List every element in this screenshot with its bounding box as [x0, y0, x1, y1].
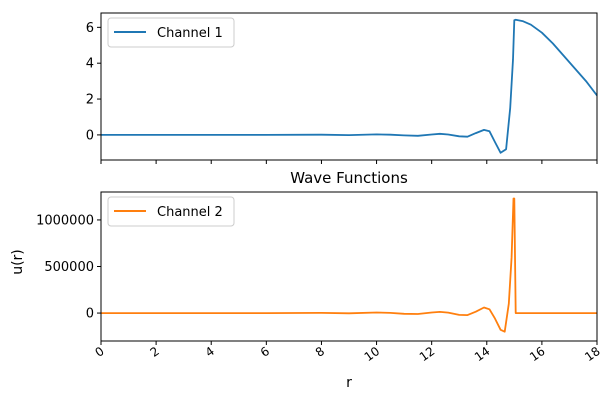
top-axes-frame — [100, 12, 598, 161]
series-line-channel-2 — [101, 197, 597, 333]
bottom-axes-frame — [100, 191, 598, 342]
y-tick-label: 1000000 — [36, 213, 94, 228]
y-tick-label: 0 — [86, 128, 94, 143]
top-y-ticks: 0 2 4 6 — [86, 21, 101, 143]
series-line-channel-1 — [101, 18, 598, 154]
y-tick-label: 6 — [86, 21, 94, 36]
channel-2-legend-label: Channel 2 — [157, 205, 223, 220]
y-axis-label: u(r) — [10, 249, 26, 275]
y-tick-label: 500000 — [44, 260, 94, 275]
bottom-plot-area — [101, 197, 597, 333]
channel-1-series-layer — [101, 18, 598, 154]
top-subplot: 0 2 4 6 Channel 1 — [86, 12, 598, 164]
bottom-y-ticks: 0 500000 1000000 — [36, 213, 101, 322]
bottom-legend: Channel 2 — [107, 196, 235, 227]
bottom-legend-box — [107, 196, 235, 227]
top-legend-box — [107, 17, 235, 48]
top-x-ticks — [100, 160, 598, 164]
chart-title: Wave Functions — [290, 169, 408, 187]
y-tick-label: 0 — [86, 307, 94, 322]
top-plot-area — [101, 18, 598, 154]
y-tick-label: 2 — [86, 93, 94, 108]
channel-1-legend-label: Channel 1 — [157, 26, 223, 41]
x-axis-label: r — [346, 375, 352, 391]
y-tick-label: 4 — [86, 57, 94, 72]
channel-2-series-layer — [101, 197, 597, 333]
top-legend: Channel 1 — [107, 17, 235, 48]
